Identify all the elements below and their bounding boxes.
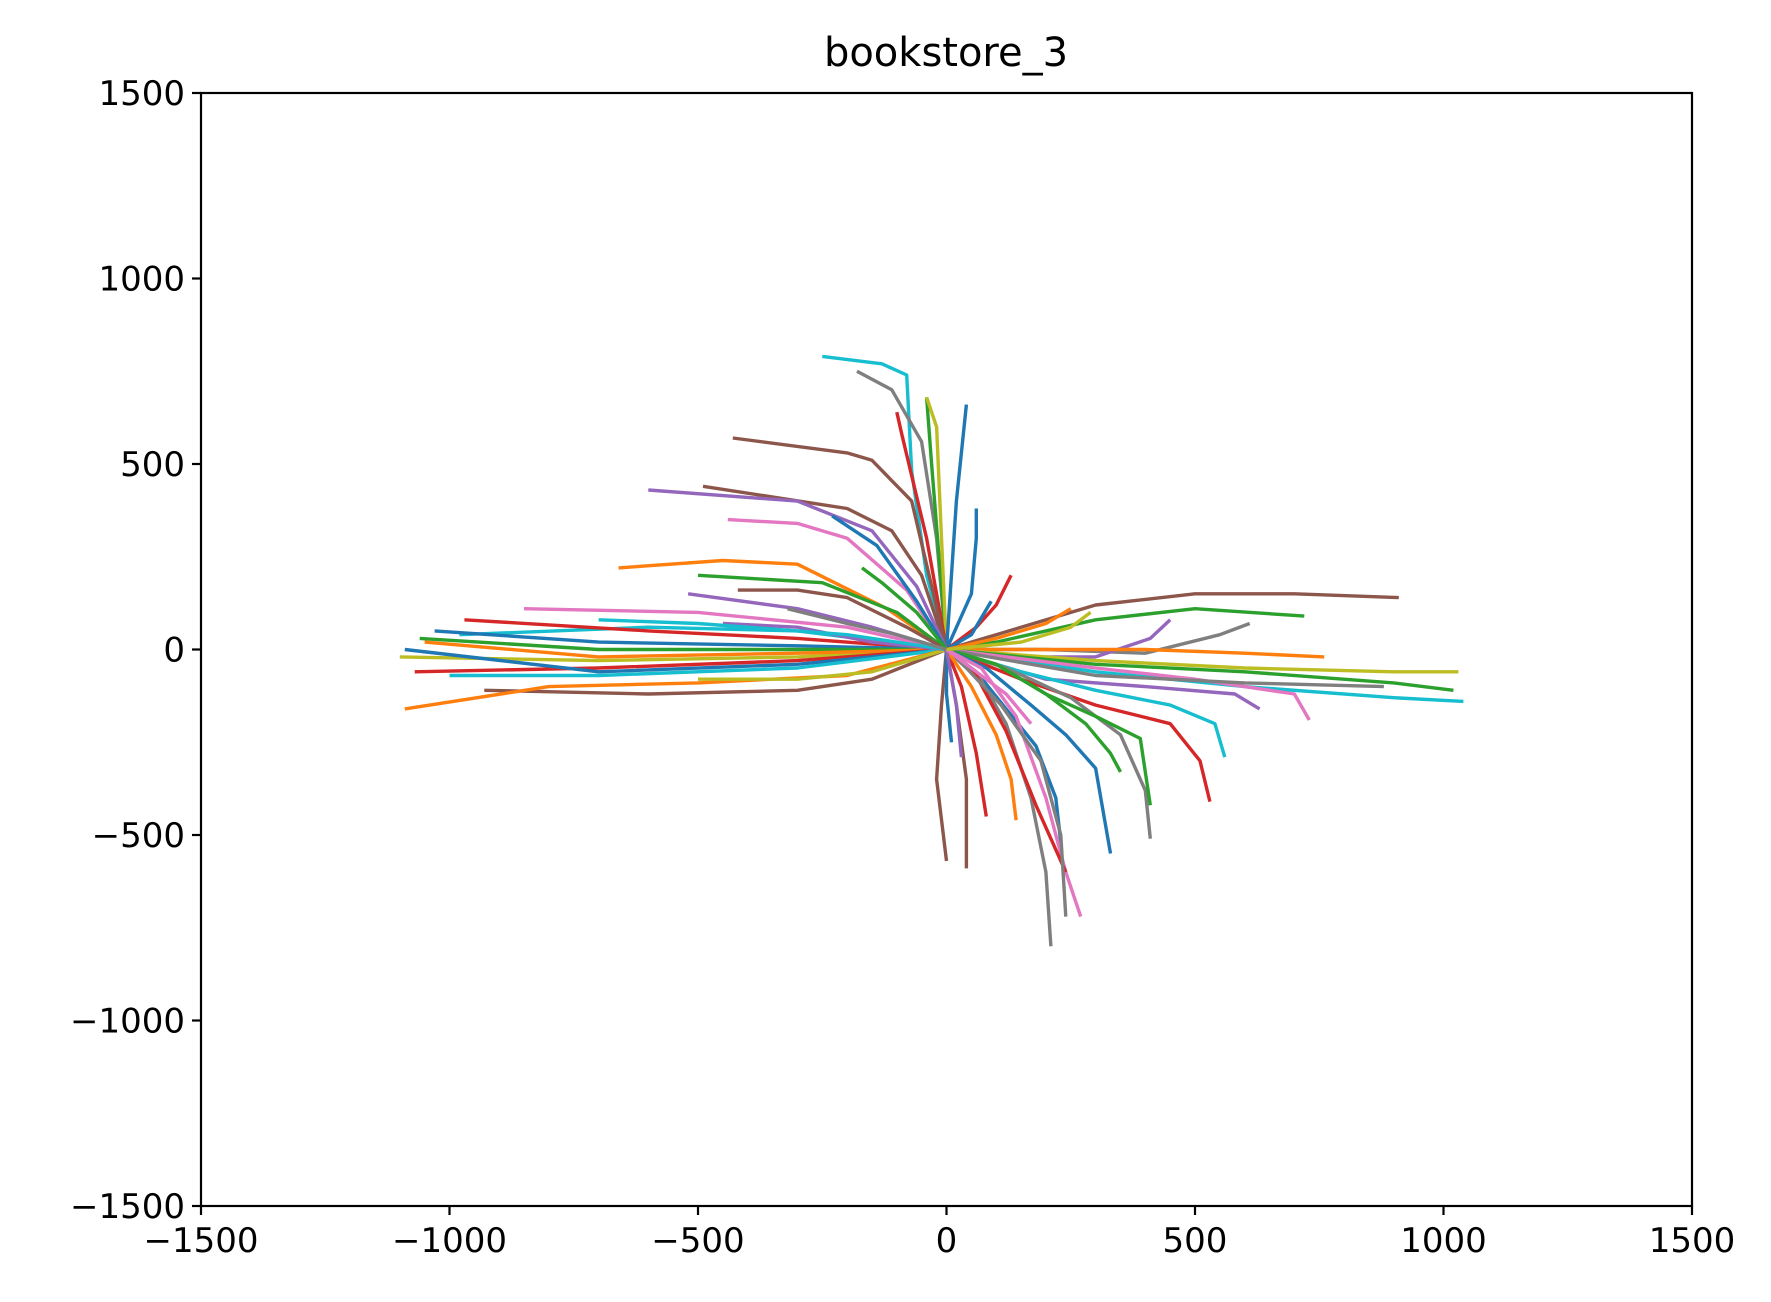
series-line-traj-57 — [944, 649, 969, 869]
series-line-traj-33 — [787, 607, 947, 652]
series-line-traj-46 — [945, 647, 1212, 803]
series-line-traj-17 — [459, 625, 947, 652]
series-line-traj-12 — [831, 514, 948, 651]
series-line-traj-5 — [895, 411, 949, 650]
series-line-traj-22 — [424, 640, 947, 659]
y-tick-label: 1500 — [98, 74, 185, 114]
x-tick-label: −1000 — [392, 1221, 507, 1261]
x-tick-label: 1500 — [1649, 1221, 1736, 1261]
series-line-traj-49 — [946, 647, 1152, 806]
series-line-traj-59 — [945, 648, 1018, 821]
y-tick-label: −500 — [92, 816, 185, 856]
y-tick-label: −1500 — [70, 1187, 185, 1227]
y-axis: −1500 −1000 −500 0 500 1000 1500 — [70, 74, 201, 1227]
series-line-traj-63 — [945, 574, 1013, 651]
series-line-traj-16 — [523, 607, 947, 652]
series-line-traj-8 — [944, 508, 978, 651]
series-line-traj-66 — [946, 611, 1092, 652]
series-line-traj-24 — [404, 647, 947, 674]
series-line-traj-26 — [484, 647, 948, 696]
series-line-traj-13 — [618, 558, 948, 651]
series-line-traj-34 — [946, 592, 1399, 652]
series-line-traj-19 — [434, 629, 947, 652]
series-line-traj-39 — [946, 647, 1459, 674]
series-line-traj-64 — [945, 600, 993, 651]
y-tick-label: 1000 — [98, 260, 185, 300]
x-tick-label: −1500 — [143, 1221, 258, 1261]
chart-title: bookstore_3 — [824, 30, 1068, 76]
series-line-traj-25 — [449, 647, 947, 678]
series-line-traj-53 — [945, 647, 1083, 918]
series-line-traj-55 — [945, 648, 1068, 917]
series-line-traj-18 — [464, 618, 947, 652]
x-tick-label: 1000 — [1400, 1221, 1487, 1261]
series-line-traj-60 — [944, 649, 954, 743]
y-tick-label: 0 — [163, 631, 185, 671]
y-tick-label: 500 — [120, 445, 185, 485]
series-line-traj-61 — [944, 649, 964, 758]
series-line-traj-28 — [698, 647, 947, 681]
series-line-traj-30 — [598, 618, 947, 652]
series-line-traj-31 — [737, 588, 948, 651]
series-line-traj-56 — [934, 649, 949, 862]
x-tick-label: 500 — [1163, 1221, 1228, 1261]
x-tick-label: −500 — [651, 1221, 744, 1261]
series-line-traj-32 — [860, 566, 948, 651]
series-line-traj-4 — [924, 396, 949, 650]
series-line-traj-50 — [945, 647, 1113, 854]
series-line-traj-43 — [946, 647, 1384, 689]
series-line-traj-40 — [946, 647, 1454, 692]
series-line-traj-7 — [944, 404, 969, 650]
series-line-traj-11 — [727, 517, 948, 651]
series-line-traj-58 — [944, 648, 988, 817]
series-line-traj-38 — [946, 647, 1325, 659]
series-line-traj-62 — [945, 648, 1033, 725]
x-axis: −1500 −1000 −500 0 500 1000 1500 — [143, 1206, 1735, 1261]
series-line-traj-65 — [946, 607, 1072, 652]
series-line-traj-27 — [404, 647, 947, 711]
x-tick-label: 0 — [936, 1221, 958, 1261]
series-line-traj-6 — [732, 436, 949, 650]
series-line-traj-23 — [414, 647, 947, 674]
series-line-traj-20 — [419, 636, 947, 652]
series-group — [399, 354, 1464, 947]
series-line-traj-14 — [697, 573, 948, 651]
y-tick-label: −1000 — [70, 1002, 185, 1042]
series-line-traj-10 — [648, 488, 949, 651]
